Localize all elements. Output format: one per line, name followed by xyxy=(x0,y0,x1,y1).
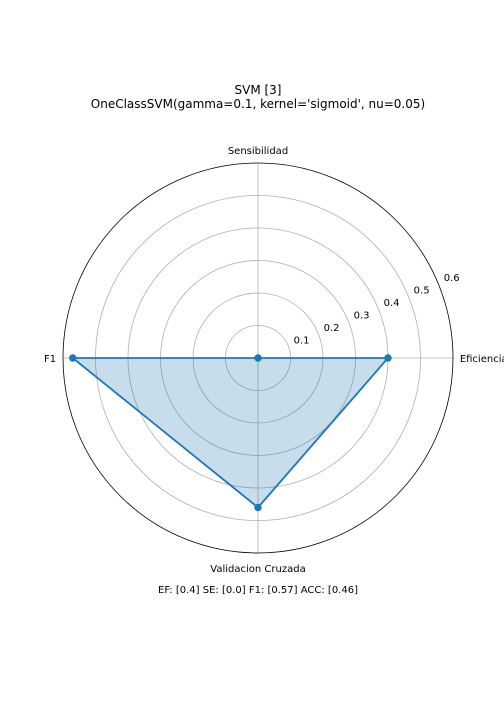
radial-tick-label: 0.5 xyxy=(414,286,430,297)
label-layer: SVM [3] OneClassSVM(gamma=0.1, kernel='s… xyxy=(44,83,504,596)
radial-tick-label: 0.2 xyxy=(324,323,340,334)
chart-subtitle: OneClassSVM(gamma=0.1, kernel='sigmoid',… xyxy=(91,97,425,111)
polar-frame xyxy=(62,162,454,554)
data-point xyxy=(254,503,262,512)
data-point xyxy=(384,354,392,362)
chart-title: SVM [3] xyxy=(235,83,282,97)
series-fill xyxy=(72,358,388,508)
radial-tick-label: 0.4 xyxy=(384,298,400,309)
category-label: F1 xyxy=(44,354,56,365)
data-point xyxy=(254,354,262,362)
category-label: Validacion Cruzada xyxy=(210,564,305,575)
category-label: Sensibilidad xyxy=(228,146,288,157)
chart-caption: EF: [0.4] SE: [0.0] F1: [0.57] ACC: [0.4… xyxy=(158,585,358,596)
radial-tick-label: 0.6 xyxy=(444,273,460,284)
data-layer xyxy=(69,354,392,512)
radial-tick-label: 0.3 xyxy=(354,310,370,321)
radial-tick-label: 0.1 xyxy=(294,335,310,346)
data-point xyxy=(69,354,77,362)
category-label: Eficiencia xyxy=(460,354,504,365)
